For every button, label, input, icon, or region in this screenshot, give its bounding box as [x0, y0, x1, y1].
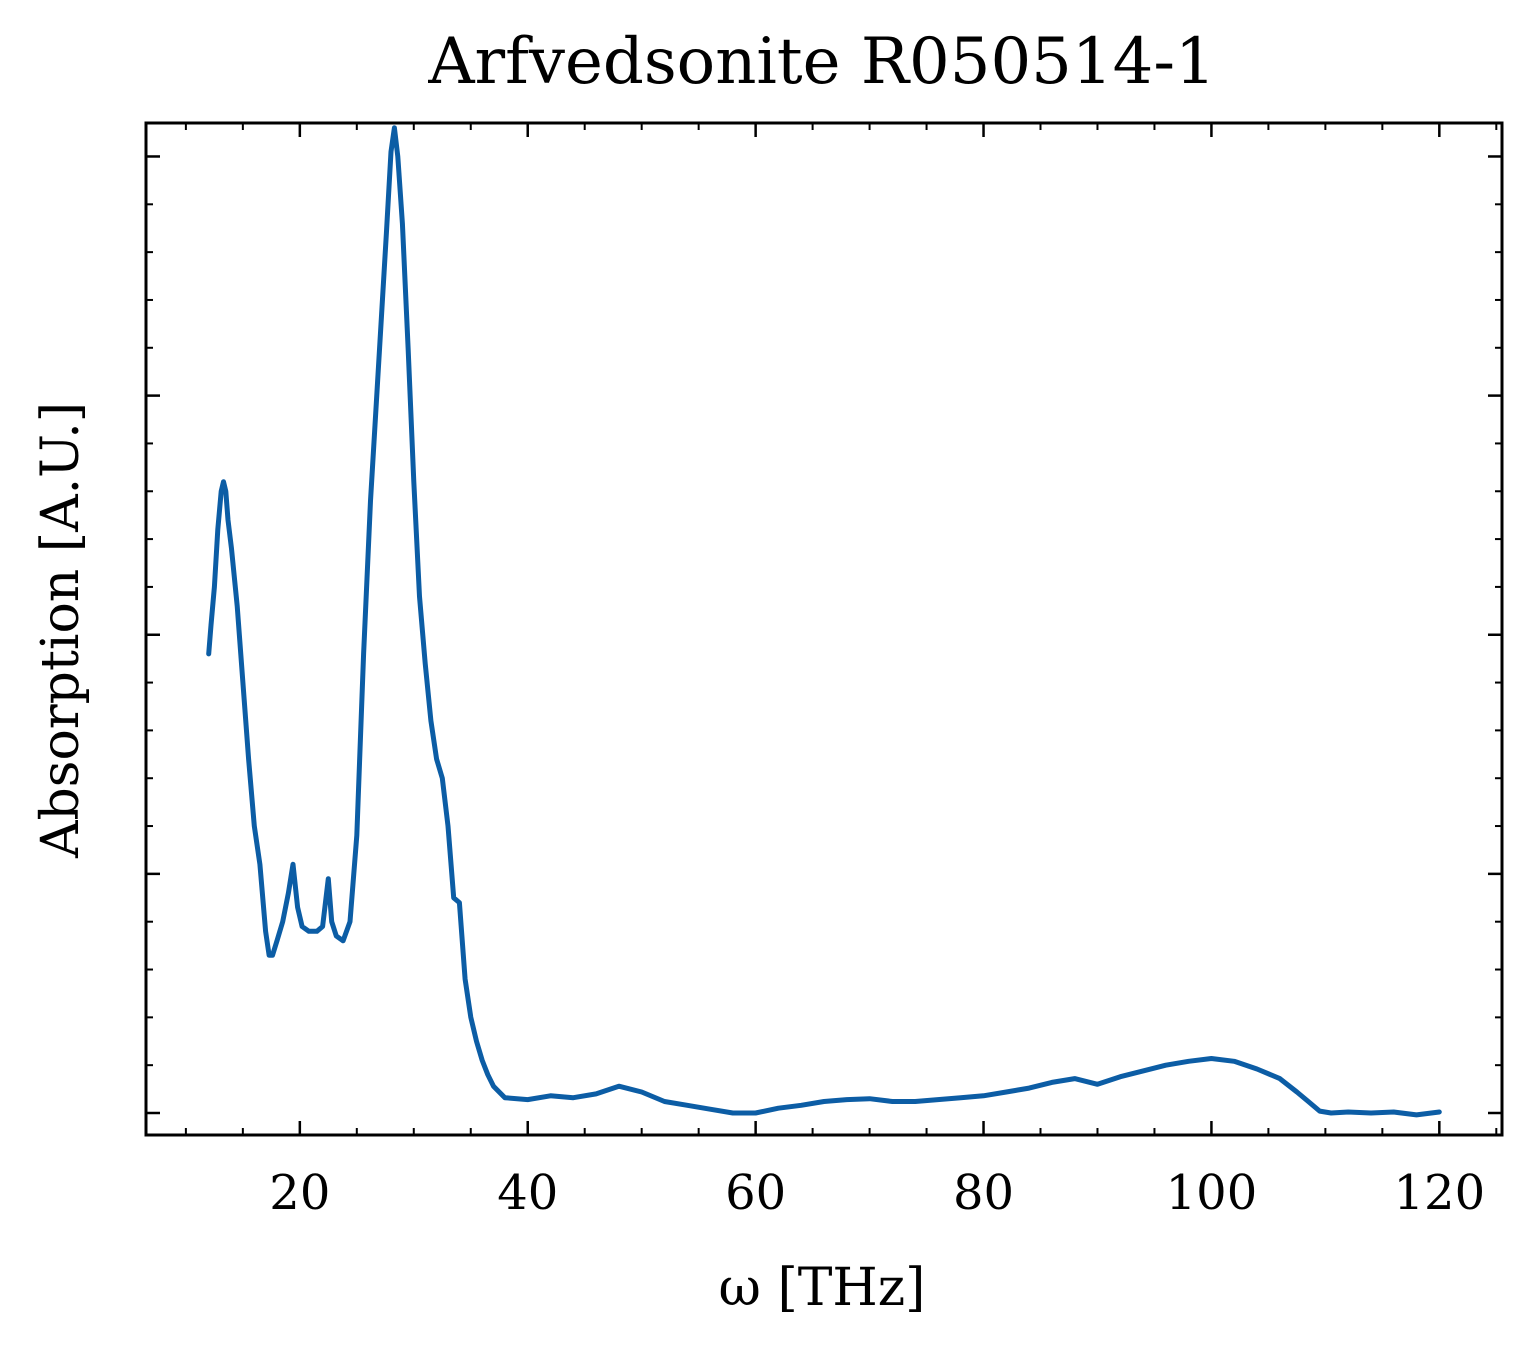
x-tick-label: 100 [1166, 1165, 1258, 1221]
x-tick-label: 40 [497, 1165, 558, 1221]
axis-ticks [146, 123, 1502, 1135]
x-axis-label: ω [THz] [719, 1258, 926, 1318]
series-line [206, 125, 1442, 1118]
x-tick-label: 60 [725, 1165, 786, 1221]
x-tick-label: 80 [953, 1165, 1014, 1221]
x-tick-labels: 20 40 60 80 100 120 [269, 1165, 1485, 1221]
chart-title: Arfvedsonite R050514-1 [427, 25, 1215, 99]
y-axis-label: Absorption [A.U.] [31, 402, 91, 859]
plot-frame [144, 121, 1504, 1137]
x-tick-label: 20 [269, 1165, 330, 1221]
x-tick-label: 120 [1394, 1165, 1486, 1221]
